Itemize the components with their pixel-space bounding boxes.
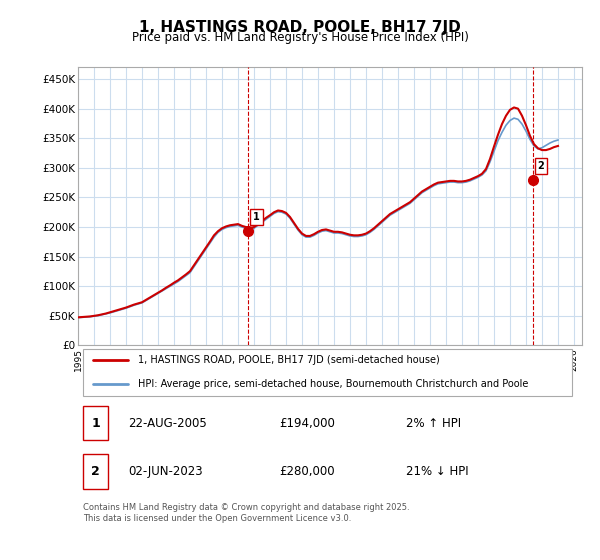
Text: 21% ↓ HPI: 21% ↓ HPI [406, 465, 468, 478]
Text: Price paid vs. HM Land Registry's House Price Index (HPI): Price paid vs. HM Land Registry's House … [131, 31, 469, 44]
Text: Contains HM Land Registry data © Crown copyright and database right 2025.
This d: Contains HM Land Registry data © Crown c… [83, 503, 410, 522]
Text: 2% ↑ HPI: 2% ↑ HPI [406, 417, 461, 430]
Text: 2: 2 [538, 161, 544, 171]
FancyBboxPatch shape [83, 405, 108, 440]
Text: HPI: Average price, semi-detached house, Bournemouth Christchurch and Poole: HPI: Average price, semi-detached house,… [139, 379, 529, 389]
Text: 1: 1 [91, 417, 100, 430]
FancyBboxPatch shape [83, 454, 108, 488]
Text: 02-JUN-2023: 02-JUN-2023 [128, 465, 203, 478]
Text: £280,000: £280,000 [280, 465, 335, 478]
FancyBboxPatch shape [83, 349, 572, 396]
Text: 1, HASTINGS ROAD, POOLE, BH17 7JD (semi-detached house): 1, HASTINGS ROAD, POOLE, BH17 7JD (semi-… [139, 356, 440, 366]
Text: 1: 1 [253, 212, 260, 222]
Text: 1, HASTINGS ROAD, POOLE, BH17 7JD: 1, HASTINGS ROAD, POOLE, BH17 7JD [139, 20, 461, 35]
Text: 22-AUG-2005: 22-AUG-2005 [128, 417, 207, 430]
Text: 2: 2 [91, 465, 100, 478]
Text: £194,000: £194,000 [280, 417, 335, 430]
